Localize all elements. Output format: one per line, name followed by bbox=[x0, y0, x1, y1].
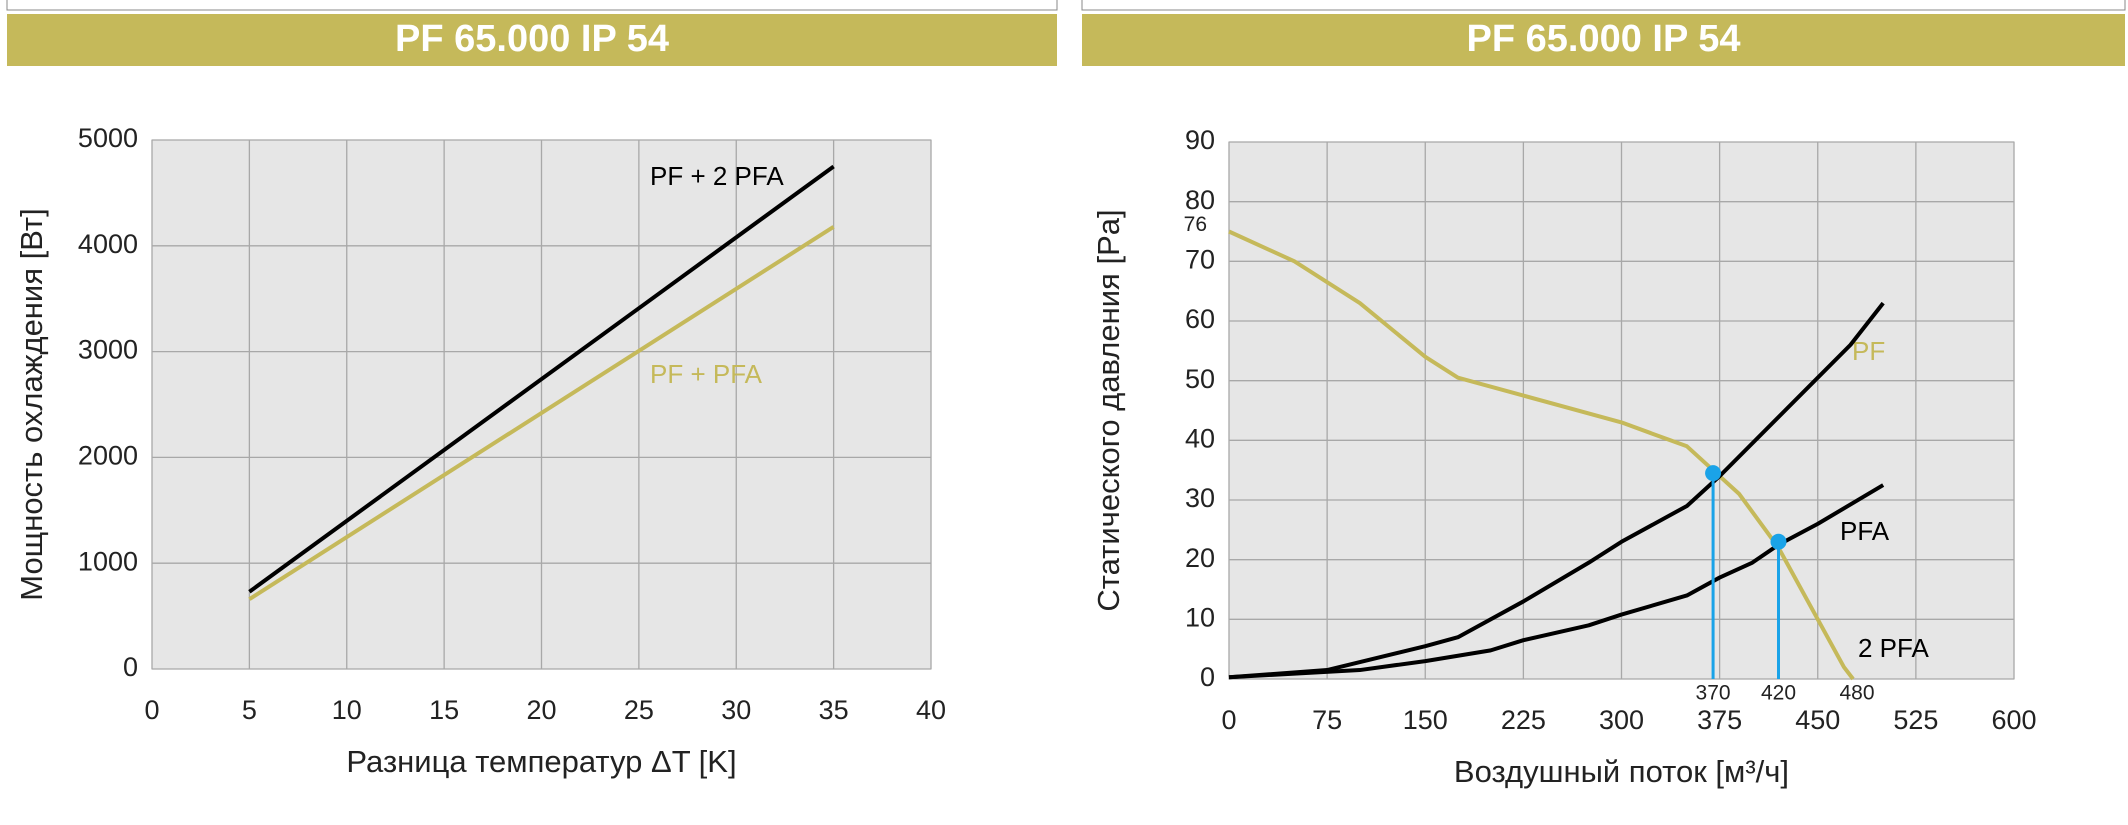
series-label: PF bbox=[1852, 336, 1885, 366]
y-tick-label: 30 bbox=[1185, 483, 1215, 513]
series-label: PF + 2 PFA bbox=[650, 161, 784, 191]
header-bar bbox=[1082, 14, 2125, 66]
operating-point bbox=[1705, 465, 1722, 482]
chart-title: PF 65.000 IP 54 bbox=[1467, 18, 1741, 60]
series-line bbox=[248, 164, 835, 594]
y-tick-label: 5000 bbox=[78, 123, 138, 153]
y-tick-label: 60 bbox=[1185, 304, 1215, 334]
y-tick-label: 1000 bbox=[78, 546, 138, 576]
chart-title: PF 65.000 IP 54 bbox=[395, 18, 669, 60]
x-tick-label: 35 bbox=[819, 695, 849, 725]
x-tick-label: 20 bbox=[526, 695, 556, 725]
series-line bbox=[248, 225, 835, 601]
y-tick-label: 80 bbox=[1185, 185, 1215, 215]
y-tick-label: 70 bbox=[1185, 244, 1215, 274]
x-tick-label: 10 bbox=[332, 695, 362, 725]
x-axis-label: Разница температур ΔT [K] bbox=[346, 744, 736, 779]
series-line bbox=[1228, 301, 1885, 680]
tab-frame bbox=[6, 0, 1058, 11]
series-line bbox=[1228, 229, 1855, 681]
x-annotation: 480 bbox=[1839, 682, 1874, 705]
header-bar bbox=[7, 14, 1057, 66]
tab-frame bbox=[1081, 0, 2126, 11]
y-tick-label: 0 bbox=[123, 652, 138, 682]
series-label: PF + PFA bbox=[650, 359, 763, 389]
x-tick-label: 30 bbox=[721, 695, 751, 725]
y-tick-label: 3000 bbox=[78, 335, 138, 365]
x-axis-label: Воздушный поток [м³/ч] bbox=[1454, 754, 1789, 789]
x-tick-label: 300 bbox=[1599, 705, 1644, 735]
y-axis-label: Мощность охлаждения [Вт] bbox=[14, 208, 49, 600]
y-tick-label: 10 bbox=[1185, 602, 1215, 632]
y-annotation: 76 bbox=[1184, 213, 1207, 236]
operating-point bbox=[1770, 533, 1787, 550]
x-tick-label: 40 bbox=[916, 695, 946, 725]
x-tick-label: 375 bbox=[1697, 705, 1742, 735]
x-annotation: 420 bbox=[1761, 682, 1796, 705]
y-tick-label: 4000 bbox=[78, 229, 138, 259]
x-tick-label: 600 bbox=[1991, 705, 2036, 735]
series-label: 2 PFA bbox=[1858, 633, 1929, 663]
x-annotation: 370 bbox=[1696, 682, 1731, 705]
x-tick-label: 450 bbox=[1795, 705, 1840, 735]
x-tick-label: 25 bbox=[624, 695, 654, 725]
y-tick-label: 2000 bbox=[78, 441, 138, 471]
x-tick-label: 150 bbox=[1403, 705, 1448, 735]
x-tick-label: 525 bbox=[1893, 705, 1938, 735]
y-tick-label: 20 bbox=[1185, 543, 1215, 573]
x-tick-label: 225 bbox=[1501, 705, 1546, 735]
x-tick-label: 0 bbox=[144, 695, 159, 725]
x-tick-label: 5 bbox=[242, 695, 257, 725]
x-tick-label: 15 bbox=[429, 695, 459, 725]
series-label: PFA bbox=[1840, 516, 1890, 546]
y-tick-label: 0 bbox=[1200, 662, 1215, 692]
x-tick-label: 0 bbox=[1221, 705, 1236, 735]
y-tick-label: 90 bbox=[1185, 125, 1215, 155]
x-tick-label: 75 bbox=[1312, 705, 1342, 735]
y-tick-label: 50 bbox=[1185, 364, 1215, 394]
y-tick-label: 40 bbox=[1185, 423, 1215, 453]
y-axis-label: Статического давления [Pa] bbox=[1091, 209, 1126, 611]
